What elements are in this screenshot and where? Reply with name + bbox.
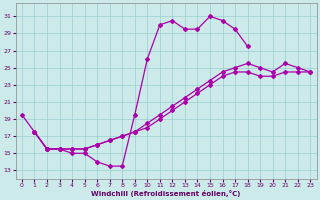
X-axis label: Windchill (Refroidissement éolien,°C): Windchill (Refroidissement éolien,°C) (92, 190, 241, 197)
